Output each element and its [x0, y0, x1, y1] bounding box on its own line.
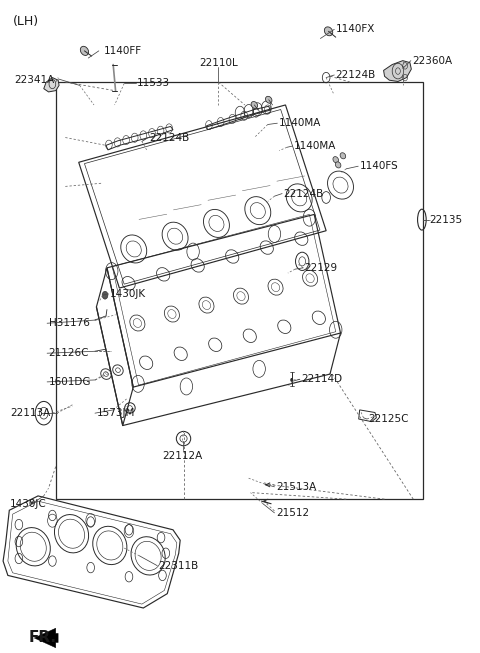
Text: 22110L: 22110L	[199, 57, 238, 68]
Polygon shape	[44, 78, 59, 92]
Text: 21513A: 21513A	[276, 482, 316, 492]
Text: 1140MA: 1140MA	[279, 118, 322, 128]
Text: 1573JM: 1573JM	[96, 408, 135, 418]
Text: 11533: 11533	[137, 78, 170, 88]
Text: 21512: 21512	[276, 508, 309, 518]
Text: (LH): (LH)	[12, 15, 39, 28]
Text: 1140FF: 1140FF	[104, 46, 142, 56]
Ellipse shape	[80, 46, 89, 56]
Text: 22113A: 22113A	[10, 408, 50, 418]
Ellipse shape	[336, 162, 341, 168]
Text: FR.: FR.	[28, 630, 57, 645]
Text: 22124B: 22124B	[283, 189, 324, 199]
Polygon shape	[34, 628, 58, 648]
Text: 22112A: 22112A	[162, 451, 203, 460]
Text: 22135: 22135	[429, 215, 462, 225]
Ellipse shape	[265, 96, 272, 103]
Text: 1140FX: 1140FX	[336, 24, 375, 35]
Text: 22124B: 22124B	[336, 70, 376, 80]
Text: 22125C: 22125C	[368, 414, 409, 424]
Text: 22124B: 22124B	[149, 133, 189, 142]
Ellipse shape	[251, 101, 258, 108]
Text: 22341A: 22341A	[14, 75, 54, 85]
Ellipse shape	[324, 27, 333, 36]
Ellipse shape	[333, 157, 338, 163]
Text: 22311B: 22311B	[158, 561, 199, 571]
Text: 22129: 22129	[305, 263, 338, 273]
Text: 21126C: 21126C	[48, 348, 89, 358]
Bar	[56, 82, 423, 499]
Circle shape	[290, 378, 293, 382]
Text: 1601DG: 1601DG	[48, 377, 91, 387]
Ellipse shape	[340, 153, 346, 159]
Text: 1430JC: 1430JC	[10, 499, 47, 509]
Text: 1430JK: 1430JK	[110, 289, 146, 299]
Text: 22114D: 22114D	[301, 374, 342, 384]
Text: 1140MA: 1140MA	[294, 141, 336, 151]
Text: 1140FS: 1140FS	[360, 161, 398, 171]
Text: H31176: H31176	[48, 318, 89, 328]
Polygon shape	[384, 61, 411, 82]
Circle shape	[102, 291, 108, 299]
Text: 22360A: 22360A	[412, 56, 453, 66]
